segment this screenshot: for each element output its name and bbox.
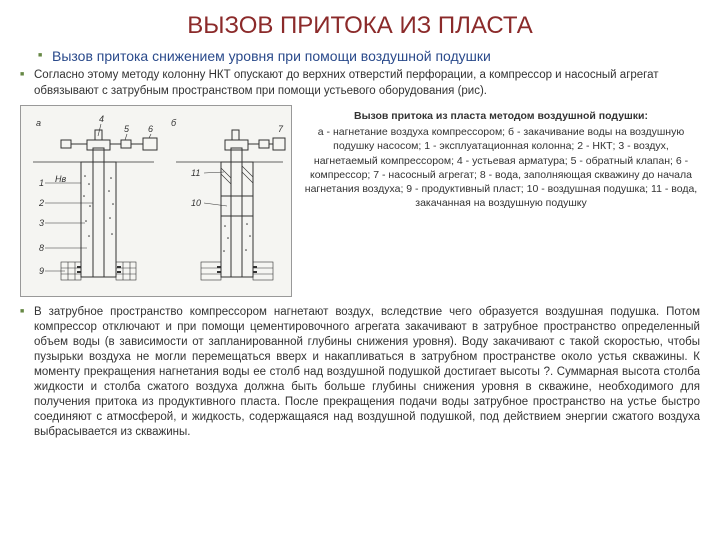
main-paragraph: В затрубное пространство компрессором на…	[20, 305, 700, 439]
intro-paragraph: Согласно этому методу колонну НКТ опуска…	[20, 68, 700, 99]
svg-text:5: 5	[124, 124, 130, 134]
svg-text:8: 8	[39, 243, 44, 253]
diagram-caption: Вызов притока из пласта методом воздушно…	[302, 105, 700, 214]
svg-text:2: 2	[38, 198, 44, 208]
svg-text:4: 4	[99, 114, 104, 124]
svg-text:11: 11	[191, 168, 200, 178]
svg-text:Hв: Hв	[55, 174, 66, 184]
svg-text:а: а	[36, 118, 41, 128]
svg-text:10: 10	[191, 198, 201, 208]
svg-text:7: 7	[278, 124, 284, 134]
page-title: ВЫЗОВ ПРИТОКА ИЗ ПЛАСТА	[20, 12, 700, 40]
svg-text:б: б	[171, 118, 177, 128]
svg-text:9: 9	[39, 266, 44, 276]
caption-body: а - нагнетание воздуха компрессором; б -…	[305, 126, 697, 209]
svg-text:3: 3	[39, 218, 44, 228]
svg-text:6: 6	[148, 124, 153, 134]
well-diagram: а б 1 2 3 8 9 4 5 6 7 10 11 Hв	[20, 105, 292, 297]
svg-text:1: 1	[39, 178, 44, 188]
subtitle: Вызов притока снижением уровня при помощ…	[38, 48, 700, 64]
caption-title: Вызов притока из пласта методом воздушно…	[304, 109, 698, 123]
